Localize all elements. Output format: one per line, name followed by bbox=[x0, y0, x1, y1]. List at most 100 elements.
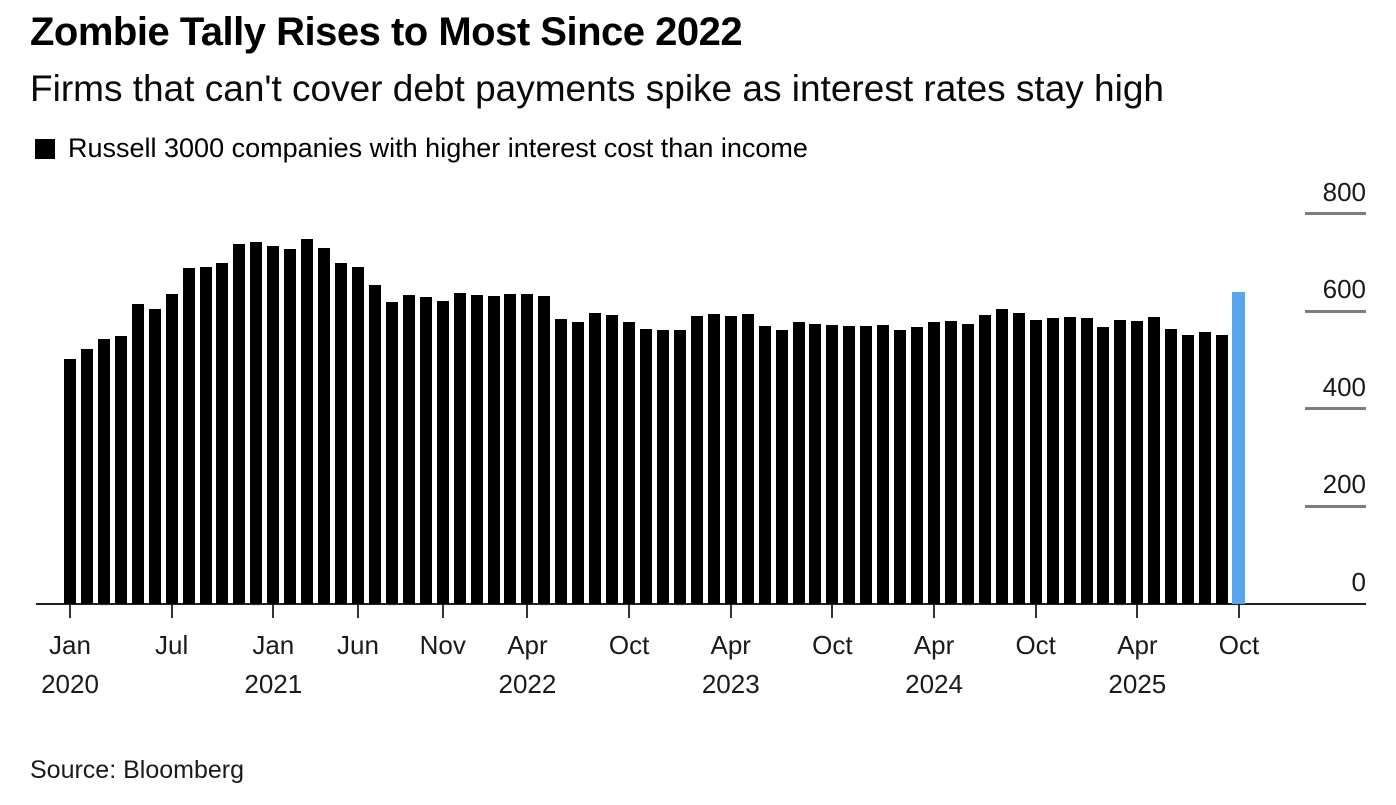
chart-bar bbox=[724, 316, 737, 604]
chart-bar bbox=[978, 315, 991, 604]
chart-bar bbox=[1182, 335, 1195, 604]
chart-bar bbox=[250, 242, 263, 604]
y-axis-tick-label: 0 bbox=[1351, 567, 1366, 597]
chart-bar bbox=[436, 301, 449, 604]
source-note: Source: Bloomberg bbox=[30, 756, 245, 784]
chart-bar bbox=[487, 296, 500, 604]
page-title: Zombie Tally Rises to Most Since 2022 bbox=[30, 10, 743, 54]
y-axis-tick-label: 800 bbox=[1322, 176, 1366, 207]
chart-bar bbox=[419, 297, 432, 604]
chart-bar bbox=[1114, 320, 1127, 604]
x-axis-tick bbox=[441, 605, 444, 618]
chart-bar bbox=[538, 296, 551, 604]
chart-bar bbox=[148, 309, 161, 604]
chart-bar bbox=[1080, 318, 1093, 604]
legend-label: Russell 3000 companies with higher inter… bbox=[68, 133, 808, 163]
chart-bar bbox=[521, 294, 534, 604]
chart-bar bbox=[199, 267, 212, 604]
chart-bar bbox=[1063, 317, 1076, 604]
x-axis-year-label: 2021 bbox=[244, 669, 303, 699]
chart-bar bbox=[860, 326, 873, 604]
x-axis-tick bbox=[933, 605, 936, 618]
chart-bar bbox=[1216, 335, 1229, 604]
x-axis-month-label: Oct bbox=[608, 630, 650, 660]
x-axis-year-label: 2023 bbox=[701, 669, 760, 699]
chart-bar bbox=[131, 304, 144, 604]
chart-bar bbox=[1148, 317, 1161, 604]
x-axis-tick bbox=[1034, 605, 1037, 618]
chart-bar bbox=[961, 324, 974, 604]
chart-bar bbox=[843, 326, 856, 604]
chart-bar bbox=[267, 246, 280, 604]
chart-bar bbox=[741, 314, 754, 604]
chart-bar bbox=[809, 324, 822, 604]
chart-bar bbox=[114, 336, 127, 604]
chart-bar bbox=[368, 285, 381, 604]
x-axis-month-label: Jul bbox=[155, 630, 189, 660]
chart-bar bbox=[775, 330, 788, 604]
y-axis-tick bbox=[1305, 212, 1366, 215]
chart-bar bbox=[1046, 318, 1059, 604]
chart-bar bbox=[877, 325, 890, 604]
x-axis-month-label: Jun bbox=[337, 630, 379, 660]
chart-bar bbox=[352, 267, 364, 604]
chart-bar bbox=[623, 322, 636, 604]
chart-bar bbox=[1131, 321, 1144, 604]
chart-bar bbox=[944, 321, 957, 604]
chart-bar bbox=[182, 268, 195, 604]
x-axis-month-label: Oct bbox=[1218, 630, 1260, 660]
x-axis-year-label: 2020 bbox=[41, 669, 99, 699]
legend-swatch-icon bbox=[35, 138, 55, 159]
y-axis-tick-label: 600 bbox=[1322, 274, 1366, 305]
chart-bar bbox=[284, 249, 297, 604]
x-axis-year-label: 2024 bbox=[905, 669, 963, 699]
chart-bar bbox=[572, 322, 585, 604]
y-axis-tick-label: 400 bbox=[1322, 371, 1366, 402]
chart-bar bbox=[894, 330, 907, 604]
chart-bar bbox=[758, 326, 771, 604]
chart-bar bbox=[1199, 332, 1212, 604]
x-axis-year-label: 2022 bbox=[498, 669, 557, 699]
chart-bar bbox=[216, 263, 229, 604]
x-axis-tick bbox=[272, 605, 275, 618]
chart-bar bbox=[470, 295, 483, 604]
chart-bar bbox=[165, 294, 178, 604]
chart-bar bbox=[1029, 320, 1042, 604]
x-axis-tick bbox=[170, 605, 173, 618]
chart-bar bbox=[792, 322, 805, 604]
chart-bar bbox=[402, 295, 415, 604]
chart-bar bbox=[995, 309, 1008, 604]
x-axis-tick bbox=[1237, 605, 1240, 618]
x-axis-month-label: Nov bbox=[419, 630, 466, 660]
x-axis-month-label: Oct bbox=[1015, 630, 1056, 660]
chart-bar bbox=[589, 313, 602, 604]
y-axis-tick bbox=[1305, 504, 1366, 508]
x-axis-month-label: Apr bbox=[913, 630, 955, 660]
x-axis-tick bbox=[729, 605, 732, 618]
x-axis-month-label: Jan bbox=[252, 630, 295, 660]
x-axis-month-label: Oct bbox=[812, 630, 853, 660]
chart-bar bbox=[385, 302, 398, 604]
x-axis-tick bbox=[526, 605, 529, 618]
chart-bar bbox=[673, 330, 686, 604]
chart-bar bbox=[826, 325, 839, 604]
chart-bar bbox=[1097, 327, 1110, 604]
y-axis-tick-label: 200 bbox=[1322, 469, 1366, 500]
chart-bar bbox=[80, 349, 93, 604]
x-axis-tick bbox=[69, 605, 71, 618]
chart-bar bbox=[555, 319, 568, 604]
x-axis-tick bbox=[831, 605, 834, 618]
chart-bar bbox=[504, 294, 517, 604]
chart-bar bbox=[1012, 313, 1025, 604]
chart-bar bbox=[335, 263, 348, 604]
chart-bar bbox=[707, 314, 720, 604]
chart-bar bbox=[97, 339, 110, 604]
page-subtitle: Firms that can't cover debt payments spi… bbox=[30, 68, 1165, 109]
chart-bar bbox=[690, 316, 703, 604]
x-axis-month-label: Apr bbox=[710, 630, 751, 660]
chart-bar bbox=[606, 315, 619, 604]
x-axis-month-label: Jan bbox=[49, 630, 91, 660]
chart-bar bbox=[656, 330, 669, 604]
